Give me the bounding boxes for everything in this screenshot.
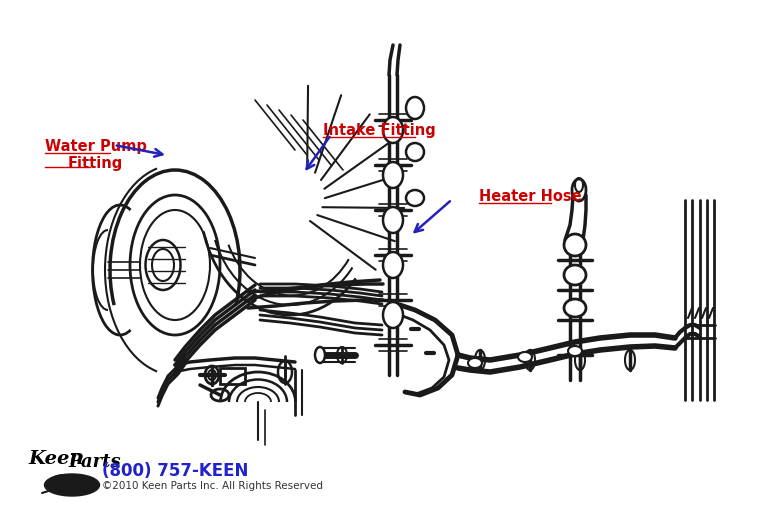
- Text: Keen: Keen: [28, 450, 83, 468]
- Text: Heater Hose: Heater Hose: [479, 189, 581, 204]
- Ellipse shape: [383, 207, 403, 233]
- Ellipse shape: [406, 190, 424, 206]
- Ellipse shape: [406, 97, 424, 119]
- Ellipse shape: [383, 252, 403, 278]
- Ellipse shape: [383, 162, 403, 188]
- Ellipse shape: [564, 265, 586, 285]
- Ellipse shape: [468, 358, 482, 368]
- Text: ©2010 Keen Parts Inc. All Rights Reserved: ©2010 Keen Parts Inc. All Rights Reserve…: [102, 481, 323, 491]
- Ellipse shape: [383, 117, 403, 143]
- Ellipse shape: [383, 302, 403, 328]
- Text: (800) 757-KEEN: (800) 757-KEEN: [102, 462, 249, 480]
- Ellipse shape: [406, 143, 424, 161]
- Text: Parts: Parts: [68, 453, 121, 471]
- Ellipse shape: [568, 346, 582, 356]
- Text: Intake Fitting: Intake Fitting: [323, 123, 436, 138]
- Ellipse shape: [564, 299, 586, 317]
- Text: Water Pump
Fitting: Water Pump Fitting: [45, 139, 146, 171]
- Ellipse shape: [315, 347, 325, 363]
- Bar: [220, 368, 245, 384]
- Ellipse shape: [564, 234, 586, 256]
- Ellipse shape: [518, 352, 532, 362]
- Ellipse shape: [45, 474, 99, 496]
